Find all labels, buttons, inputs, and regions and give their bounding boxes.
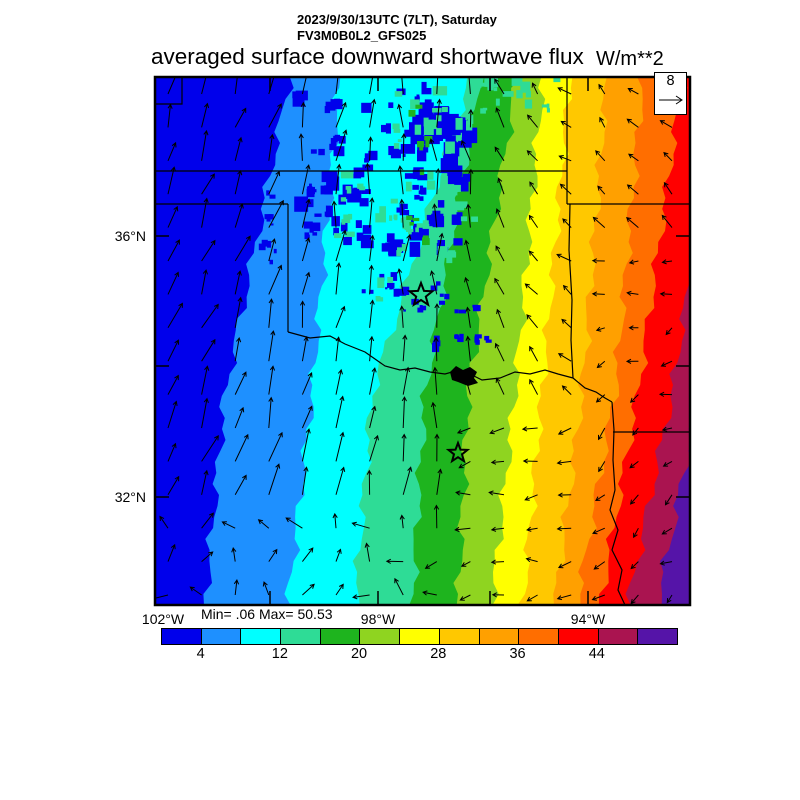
lon-label-98w: 98°W xyxy=(360,611,396,627)
colorbar-segment xyxy=(320,629,361,644)
star-marker xyxy=(406,280,436,308)
colorbar-tick-label: 28 xyxy=(430,646,447,662)
colorbar-segment xyxy=(479,629,520,644)
map-frame xyxy=(153,75,692,607)
lon-label-94w: 94°W xyxy=(570,611,606,627)
lat-label-36n: 36°N xyxy=(114,228,146,244)
minmax-stats: Min= .06 Max= 50.53 xyxy=(201,606,333,622)
lon-label-102w: 102°W xyxy=(141,611,185,627)
colorbar-segment xyxy=(360,629,401,644)
colorbar-tick-label: 4 xyxy=(196,646,205,662)
colorbar-tick-label: 20 xyxy=(350,646,368,662)
model-title: FV3M0B0L2_GFS025 xyxy=(297,28,427,43)
colorbar-segment xyxy=(241,629,282,644)
reference-vector-arrow-icon xyxy=(658,95,683,105)
lake-blob xyxy=(450,366,478,386)
colorbar-segment xyxy=(598,629,639,644)
colorbar-segment xyxy=(439,629,480,644)
colorbar xyxy=(161,628,678,645)
colorbar-tick-label: 44 xyxy=(588,646,605,662)
colorbar-segment xyxy=(281,629,321,644)
reference-vector-value: 8 xyxy=(666,73,675,89)
colorbar-segment xyxy=(400,629,440,644)
cloud-speckles xyxy=(249,77,561,353)
colorbar-segment xyxy=(638,629,677,644)
lat-label-32n: 32°N xyxy=(114,489,146,505)
colorbar-segment xyxy=(558,629,599,644)
page-title: averaged surface downward shortwave flux xyxy=(151,44,584,69)
state-borders xyxy=(155,77,690,605)
colorbar-segment xyxy=(519,629,559,644)
colorbar-segment xyxy=(201,629,242,644)
wind-vectors xyxy=(155,77,673,605)
reference-vector-box: 8 xyxy=(654,72,687,115)
star-marker xyxy=(445,440,471,464)
axis-ticks xyxy=(156,78,689,604)
units-label: W/m**2 xyxy=(596,48,664,70)
colorbar-segment xyxy=(162,629,202,644)
colorbar-tick-label: 12 xyxy=(271,646,288,662)
colorbar-tick-label: 36 xyxy=(509,646,526,662)
datetime-title: 2023/9/30/13UTC (7LT), Saturday xyxy=(297,12,497,27)
